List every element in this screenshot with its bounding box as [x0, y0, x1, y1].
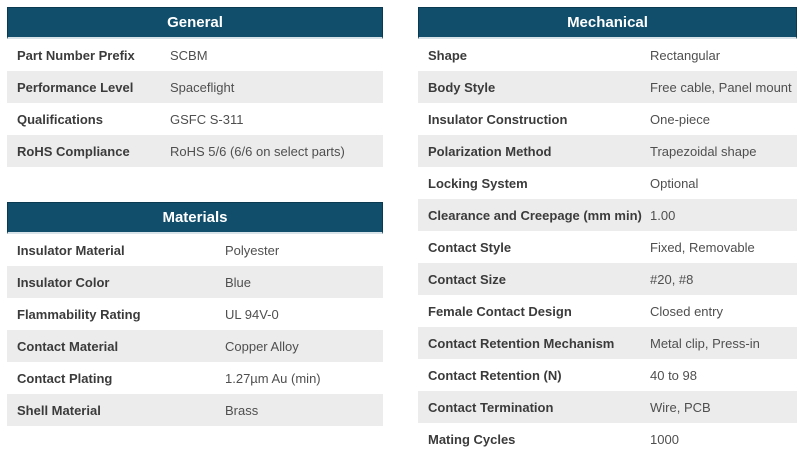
- spec-label: Locking System: [428, 175, 528, 191]
- materials-table-title: Materials: [7, 202, 383, 234]
- spec-label: RoHS Compliance: [17, 143, 130, 159]
- spec-label: Flammability Rating: [17, 306, 141, 322]
- spec-label: Qualifications: [17, 111, 103, 127]
- table-row: Insulator Construction One-piece: [418, 103, 797, 135]
- spec-value: Metal clip, Press-in: [650, 335, 760, 351]
- spec-value: 1.00: [650, 207, 676, 223]
- table-row: Mating Cycles 1000: [418, 423, 797, 455]
- spec-value: Polyester: [225, 242, 280, 258]
- spec-value: Optional: [650, 175, 699, 191]
- table-row: Locking System Optional: [418, 167, 797, 199]
- mechanical-table-title: Mechanical: [418, 7, 797, 39]
- spec-label: Clearance and Creepage (mm min): [428, 207, 642, 223]
- left-column: General Part Number Prefix SCBM Performa…: [7, 7, 383, 455]
- spec-label: Contact Size: [428, 271, 507, 287]
- spec-label: Body Style: [428, 79, 496, 95]
- spec-label: Contact Retention Mechanism: [428, 335, 615, 351]
- table-row: Contact Style Fixed, Removable: [418, 231, 797, 263]
- spec-value: UL 94V-0: [225, 306, 279, 322]
- spec-value: Free cable, Panel mount: [650, 79, 792, 95]
- table-row: Female Contact Design Closed entry: [418, 295, 797, 327]
- spec-value: GSFC S-311: [170, 111, 244, 127]
- spec-sheet: General Part Number Prefix SCBM Performa…: [7, 7, 797, 455]
- right-column: Mechanical Shape Rectangular Body Style …: [418, 7, 797, 455]
- spec-label: Contact Plating: [17, 370, 113, 386]
- table-row: Contact Retention (N) 40 to 98: [418, 359, 797, 391]
- table-row: Insulator Material Polyester: [7, 234, 383, 266]
- table-row: Flammability Rating UL 94V-0: [7, 298, 383, 330]
- spec-label: Insulator Color: [17, 274, 110, 290]
- table-row: RoHS Compliance RoHS 5/6 (6/6 on select …: [7, 135, 383, 167]
- table-row: Polarization Method Trapezoidal shape: [418, 135, 797, 167]
- spec-label: Contact Style: [428, 239, 512, 255]
- spec-label: Contact Termination: [428, 399, 554, 415]
- table-row: Contact Plating 1.27µm Au (min): [7, 362, 383, 394]
- table-row: Clearance and Creepage (mm min) 1.00: [418, 199, 797, 231]
- spec-value: Wire, PCB: [650, 399, 711, 415]
- spec-value: Closed entry: [650, 303, 723, 319]
- materials-table: Materials Insulator Material Polyester I…: [7, 202, 383, 426]
- spec-value: 1.27µm Au (min): [225, 370, 321, 386]
- table-row: Contact Retention Mechanism Metal clip, …: [418, 327, 797, 359]
- mechanical-table: Mechanical Shape Rectangular Body Style …: [418, 7, 797, 455]
- spec-value: Brass: [225, 402, 259, 418]
- spec-value: Spaceflight: [170, 79, 235, 95]
- table-row: Contact Material Copper Alloy: [7, 330, 383, 362]
- table-row: Contact Size #20, #8: [418, 263, 797, 295]
- spec-label: Shell Material: [17, 402, 101, 418]
- spec-label: Insulator Construction: [428, 111, 568, 127]
- spec-value: One-piece: [650, 111, 710, 127]
- spec-value: #20, #8: [650, 271, 694, 287]
- spec-value: SCBM: [170, 47, 208, 63]
- table-row: Performance Level Spaceflight: [7, 71, 383, 103]
- table-row: Qualifications GSFC S-311: [7, 103, 383, 135]
- spec-label: Contact Material: [17, 338, 119, 354]
- spec-label: Female Contact Design: [428, 303, 572, 319]
- table-row: Insulator Color Blue: [7, 266, 383, 298]
- spec-label: Shape: [428, 47, 468, 63]
- table-row: Contact Termination Wire, PCB: [418, 391, 797, 423]
- table-row: Body Style Free cable, Panel mount: [418, 71, 797, 103]
- table-row: Shell Material Brass: [7, 394, 383, 426]
- spec-value: Rectangular: [650, 47, 721, 63]
- table-row: Shape Rectangular: [418, 39, 797, 71]
- spec-value: Fixed, Removable: [650, 239, 755, 255]
- spec-label: Polarization Method: [428, 143, 552, 159]
- spec-value: RoHS 5/6 (6/6 on select parts): [170, 143, 345, 159]
- table-row: Part Number Prefix SCBM: [7, 39, 383, 71]
- spec-value: Blue: [225, 274, 252, 290]
- spec-label: Performance Level: [17, 79, 134, 95]
- spec-value: Trapezoidal shape: [650, 143, 757, 159]
- spec-value: 40 to 98: [650, 367, 697, 383]
- materials-table-body: Insulator Material Polyester Insulator C…: [7, 234, 383, 426]
- spec-label: Part Number Prefix: [17, 47, 135, 63]
- general-table-body: Part Number Prefix SCBM Performance Leve…: [7, 39, 383, 167]
- general-table: General Part Number Prefix SCBM Performa…: [7, 7, 383, 167]
- spec-value: 1000: [650, 431, 679, 447]
- general-table-title: General: [7, 7, 383, 39]
- spec-label: Insulator Material: [17, 242, 125, 258]
- mechanical-table-body: Shape Rectangular Body Style Free cable,…: [418, 39, 797, 455]
- spec-label: Contact Retention (N): [428, 367, 562, 383]
- spec-label: Mating Cycles: [428, 431, 516, 447]
- spec-value: Copper Alloy: [225, 338, 299, 354]
